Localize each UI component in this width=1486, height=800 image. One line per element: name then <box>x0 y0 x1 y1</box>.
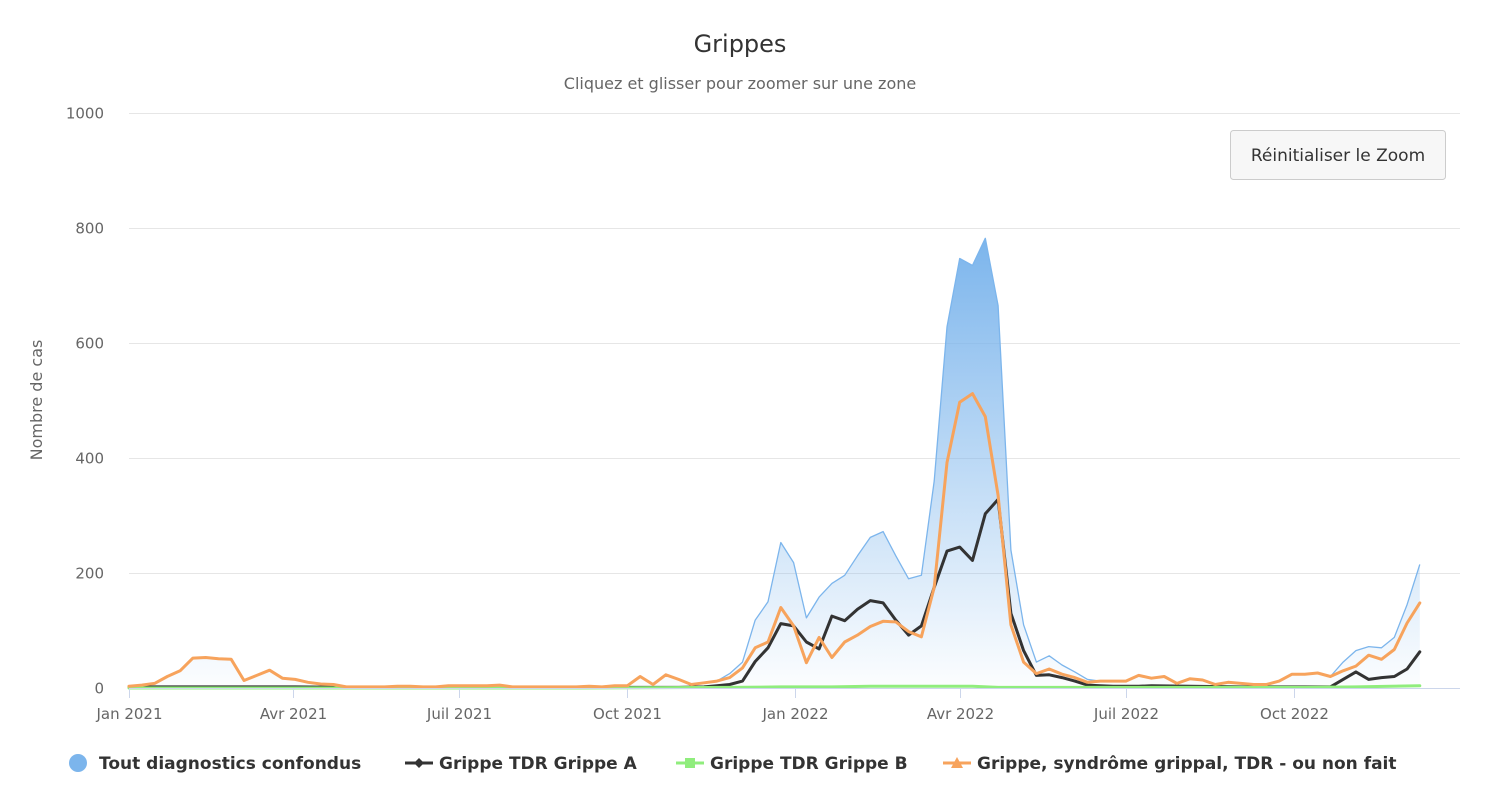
y-tick-label: 0 <box>94 680 104 698</box>
x-tick-label: Oct 2021 <box>593 705 662 723</box>
y-axis-title: Nombre de cas <box>27 340 46 461</box>
legend-label[interactable]: Grippe TDR Grippe B <box>710 754 908 774</box>
y-tick-label: 800 <box>75 220 104 238</box>
series-4[interactable] <box>127 392 1422 689</box>
legend-label[interactable]: Grippe TDR Grippe A <box>439 754 638 774</box>
y-axis-labels: 0 200 400 600 800 1000 <box>66 105 104 698</box>
x-tick-label: Avr 2022 <box>927 705 994 723</box>
y-tick-label: 1000 <box>66 105 104 123</box>
y-tick-label: 400 <box>75 450 104 468</box>
legend-item[interactable]: Grippe TDR Grippe A <box>405 754 638 774</box>
x-tick-label: Jan 2022 <box>761 705 828 723</box>
legend-symbol <box>414 758 424 768</box>
legend-label[interactable]: Grippe, syndrôme grippal, TDR - ou non f… <box>977 754 1397 774</box>
chart-subtitle: Cliquez et glisser pour zoomer sur une z… <box>564 74 916 93</box>
reset-zoom-button[interactable]: Réinitialiser le Zoom <box>1230 130 1446 180</box>
x-tick-label: Oct 2022 <box>1260 705 1329 723</box>
x-tick-label: Juil 2022 <box>1093 705 1159 723</box>
x-axis: Jan 2021 Avr 2021 Juil 2021 Oct 2021 Jan 202… <box>95 688 1460 723</box>
legend-item[interactable]: Grippe TDR Grippe B <box>676 754 908 774</box>
legend-label[interactable]: Tout diagnostics confondus <box>99 754 361 774</box>
legend-symbol <box>69 754 87 772</box>
x-tick-label: Juil 2021 <box>426 705 492 723</box>
legend-symbol <box>951 757 963 768</box>
series-line[interactable] <box>127 392 1422 689</box>
legend-item[interactable]: Grippe, syndrôme grippal, TDR - ou non f… <box>943 754 1397 774</box>
legend-symbol <box>685 758 695 768</box>
x-tick-label: Jan 2021 <box>95 705 162 723</box>
y-tick-label: 200 <box>75 565 104 583</box>
reset-zoom-button-bg[interactable] <box>1230 130 1446 180</box>
x-tick-label: Avr 2021 <box>260 705 327 723</box>
chart-title: Grippes <box>694 30 787 58</box>
reset-zoom-label[interactable]: Réinitialiser le Zoom <box>1251 146 1425 166</box>
y-tick-label: 600 <box>75 335 104 353</box>
plot-area[interactable] <box>127 237 1422 690</box>
legend: Tout diagnostics confondus Grippe TDR Gri… <box>69 754 1397 774</box>
series-area-fill <box>129 238 1420 689</box>
legend-item[interactable]: Tout diagnostics confondus <box>69 754 361 774</box>
